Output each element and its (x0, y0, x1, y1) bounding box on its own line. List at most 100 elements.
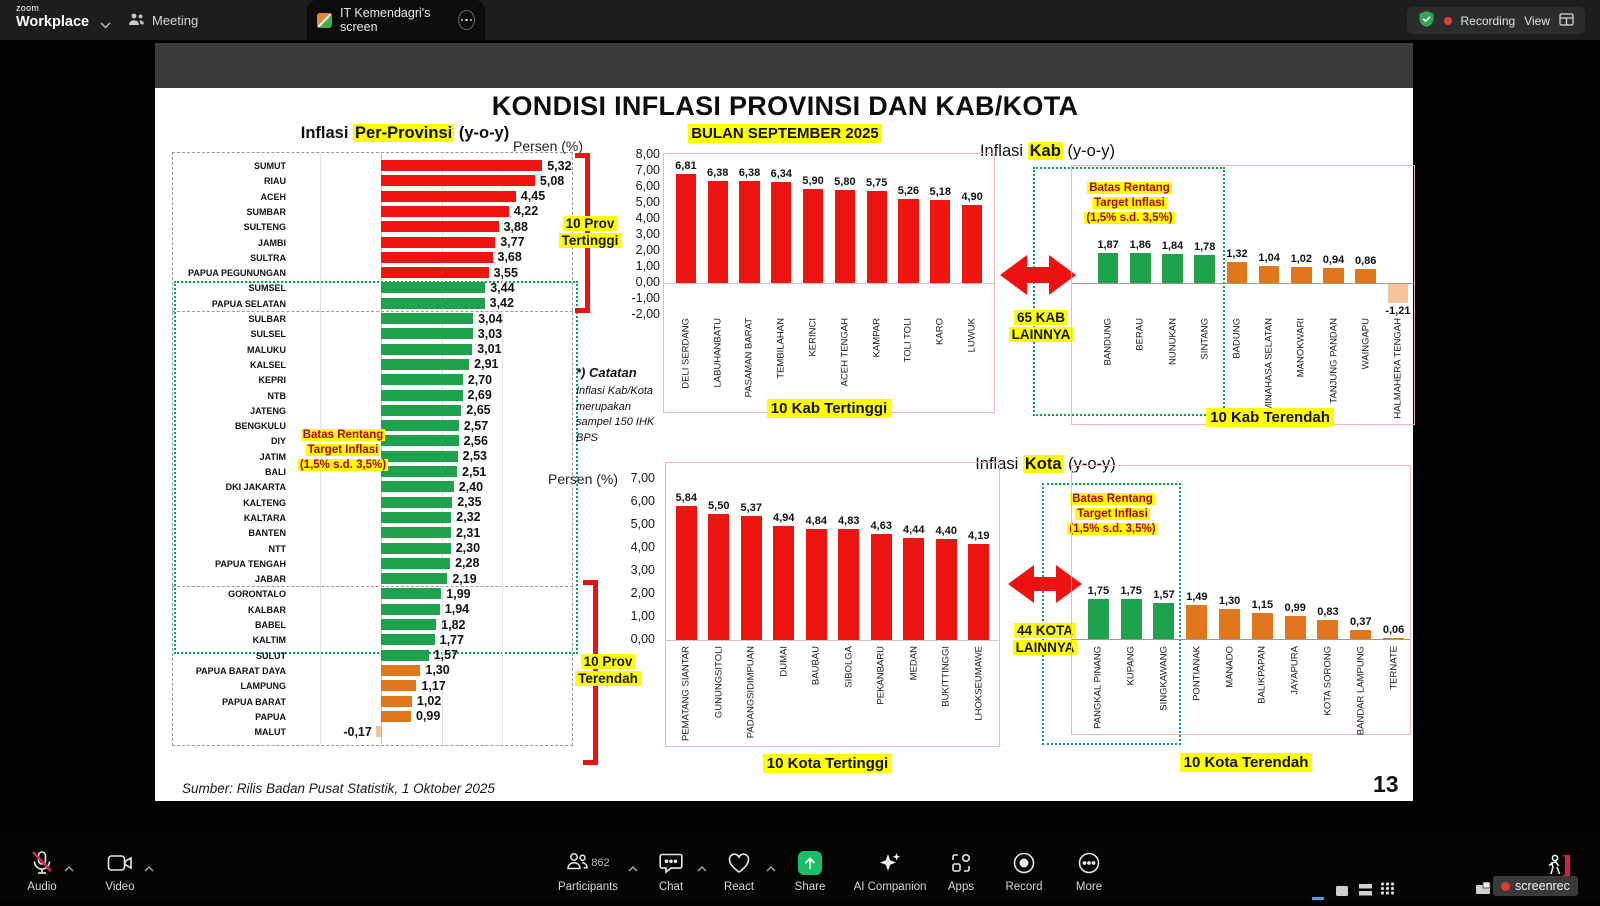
bar (1323, 267, 1344, 283)
taskbar-grid-icon[interactable] (1380, 882, 1395, 900)
bar-category: LUWUK (966, 318, 978, 353)
leave-door-icon[interactable] (1546, 852, 1574, 883)
screenrec-overlay[interactable]: screenrec (1493, 876, 1578, 896)
bar (870, 533, 892, 640)
province-bar (381, 435, 459, 447)
kab-target-range-label: Batas Rentang Target Inflasi (1,5% s.d. … (1084, 182, 1175, 224)
province-bar (381, 511, 452, 523)
provinsi-chart-title: Inflasi Per-Provinsi (y-o-y) (300, 124, 510, 142)
province-bar (381, 680, 417, 692)
province-value: 2,19 (452, 571, 477, 586)
chevron-down-icon[interactable] (100, 16, 111, 34)
react-chevron-icon[interactable] (766, 859, 776, 877)
province-bar (381, 695, 412, 707)
apps-button[interactable]: Apps (938, 850, 984, 893)
kota-target-range-label: Batas Rentang Target Inflasi (1,5% s.d. … (1067, 493, 1158, 535)
shield-check-icon[interactable] (1418, 10, 1435, 31)
bar (961, 204, 983, 283)
more-icon (1078, 850, 1100, 876)
province-label: PAPUA BARAT DAYA (195, 665, 286, 676)
bar-category: LABUHANBATU (712, 318, 724, 388)
recording-label[interactable]: Recording (1460, 13, 1516, 28)
bar-value: 5,26 (897, 184, 920, 197)
participants-button[interactable]: 862 Participants (550, 850, 626, 893)
top10-divider (172, 311, 573, 312)
more-button[interactable]: More (1066, 850, 1112, 893)
kab_terendah-column: -1,21 HALMAHERA TENGAH (1382, 166, 1414, 424)
ellipsis-icon[interactable] (457, 10, 475, 30)
province-row: PAPUA TENGAH 2,28 (175, 556, 575, 571)
province-row: KEPRI 2,70 (175, 372, 575, 387)
layout-panes-icon[interactable] (1476, 881, 1491, 900)
province-value: 4,22 (513, 204, 539, 219)
record-button[interactable]: Record (998, 850, 1050, 893)
bar-category: BAUBAU (810, 646, 822, 686)
bar-category: MANOKWARI (1295, 318, 1307, 378)
kota_tertinggi-column: 5,37 PADANGSIDIMPUAN (735, 463, 768, 746)
province-label: SUMUT (254, 161, 286, 171)
axis-tick: -1,00 (631, 291, 661, 305)
kota-double-arrow-icon (1008, 565, 1082, 603)
bar-value: 5,75 (865, 177, 888, 189)
chat-chevron-icon[interactable] (697, 859, 707, 877)
province-bar (381, 664, 421, 676)
kota_tertinggi-column: 4,19 LHOKSEUMAWE (963, 463, 996, 746)
react-button[interactable]: React (714, 850, 764, 893)
province-bar (381, 542, 451, 554)
bar-value: 6,38 (706, 166, 729, 179)
axis-tick: 6,00 (630, 494, 655, 508)
bar-category: MINAHASA SELATAN (1263, 318, 1275, 412)
bar-category: TOLI TOLI (902, 318, 914, 363)
bar (866, 191, 887, 283)
kota_terendah-column: 0,99 JAYAPURA (1279, 466, 1312, 734)
mic-muted-icon (30, 850, 54, 876)
bar (1355, 269, 1377, 283)
bar-category: BALIKPAPAN (1256, 646, 1268, 704)
kab_terendah-column: 1,78 SINTANG (1189, 166, 1221, 424)
bar-category: DUMAI (778, 646, 790, 677)
bar-category: BERAU (1134, 318, 1146, 351)
view-grid-icon[interactable] (1559, 12, 1574, 29)
tab-meeting[interactable]: Meeting (128, 0, 198, 40)
province-value: 1,77 (439, 632, 464, 647)
video-button[interactable]: Video (94, 850, 146, 893)
bar-category: WAINGAPU (1360, 318, 1372, 370)
tab-shared-screen[interactable]: IT Kemendagri's screen (307, 0, 485, 40)
bar (1387, 284, 1409, 304)
province-row: MALUT -0,17 (175, 724, 575, 739)
province-row: KALBAR 1,94 (175, 602, 575, 617)
audio-chevron-icon[interactable] (64, 859, 74, 877)
taskbar-window-icon[interactable] (1336, 884, 1349, 902)
kota_tertinggi-column: 4,84 BAUBAU (800, 463, 833, 746)
video-chevron-icon[interactable] (144, 859, 154, 877)
audio-button[interactable]: Audio (16, 850, 68, 893)
participants-chevron-icon[interactable] (628, 859, 638, 877)
bar-value: 4,44 (903, 523, 925, 536)
province-label: PAPUA BARAT (222, 696, 286, 707)
taskbar-list-icon[interactable] (1359, 883, 1373, 901)
province-label: ACEH (260, 191, 286, 202)
view-label[interactable]: View (1524, 13, 1550, 28)
province-label: SUMBAR (246, 206, 287, 217)
province-bar (381, 710, 411, 722)
province-value: -0,17 (343, 724, 372, 739)
chat-button[interactable]: Chat (648, 850, 694, 893)
recording-dot-icon (1443, 16, 1452, 25)
bar (838, 528, 860, 640)
kab_terendah-column: 1,32 BADUNG (1221, 166, 1253, 424)
province-label: BANTEN (248, 528, 287, 539)
bar-value: 1,78 (1193, 240, 1216, 253)
province-row: SULSEL 3,03 (175, 326, 575, 341)
province-value: 2,28 (455, 556, 480, 571)
ai-companion-button[interactable]: AI Companion (848, 850, 932, 893)
bar-category: TEMBILAHAN (775, 318, 787, 379)
taskbar-minimize-icon[interactable] (1312, 888, 1326, 906)
kab_tertinggi-column: 6,38 PASAMAN BARAT (734, 154, 766, 412)
share-button[interactable]: Share (786, 850, 834, 893)
page-number: 13 (1373, 771, 1399, 797)
bar-value: 1,30 (1218, 595, 1241, 608)
bar-category: ACEH TENGAH (839, 318, 851, 387)
province-value: 2,69 (467, 388, 492, 402)
bar-value: 6,34 (770, 167, 792, 180)
bar (708, 513, 730, 640)
